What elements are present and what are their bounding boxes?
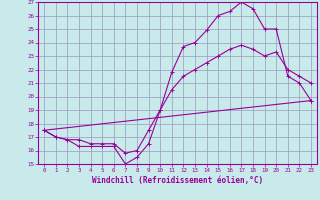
X-axis label: Windchill (Refroidissement éolien,°C): Windchill (Refroidissement éolien,°C) [92, 176, 263, 185]
